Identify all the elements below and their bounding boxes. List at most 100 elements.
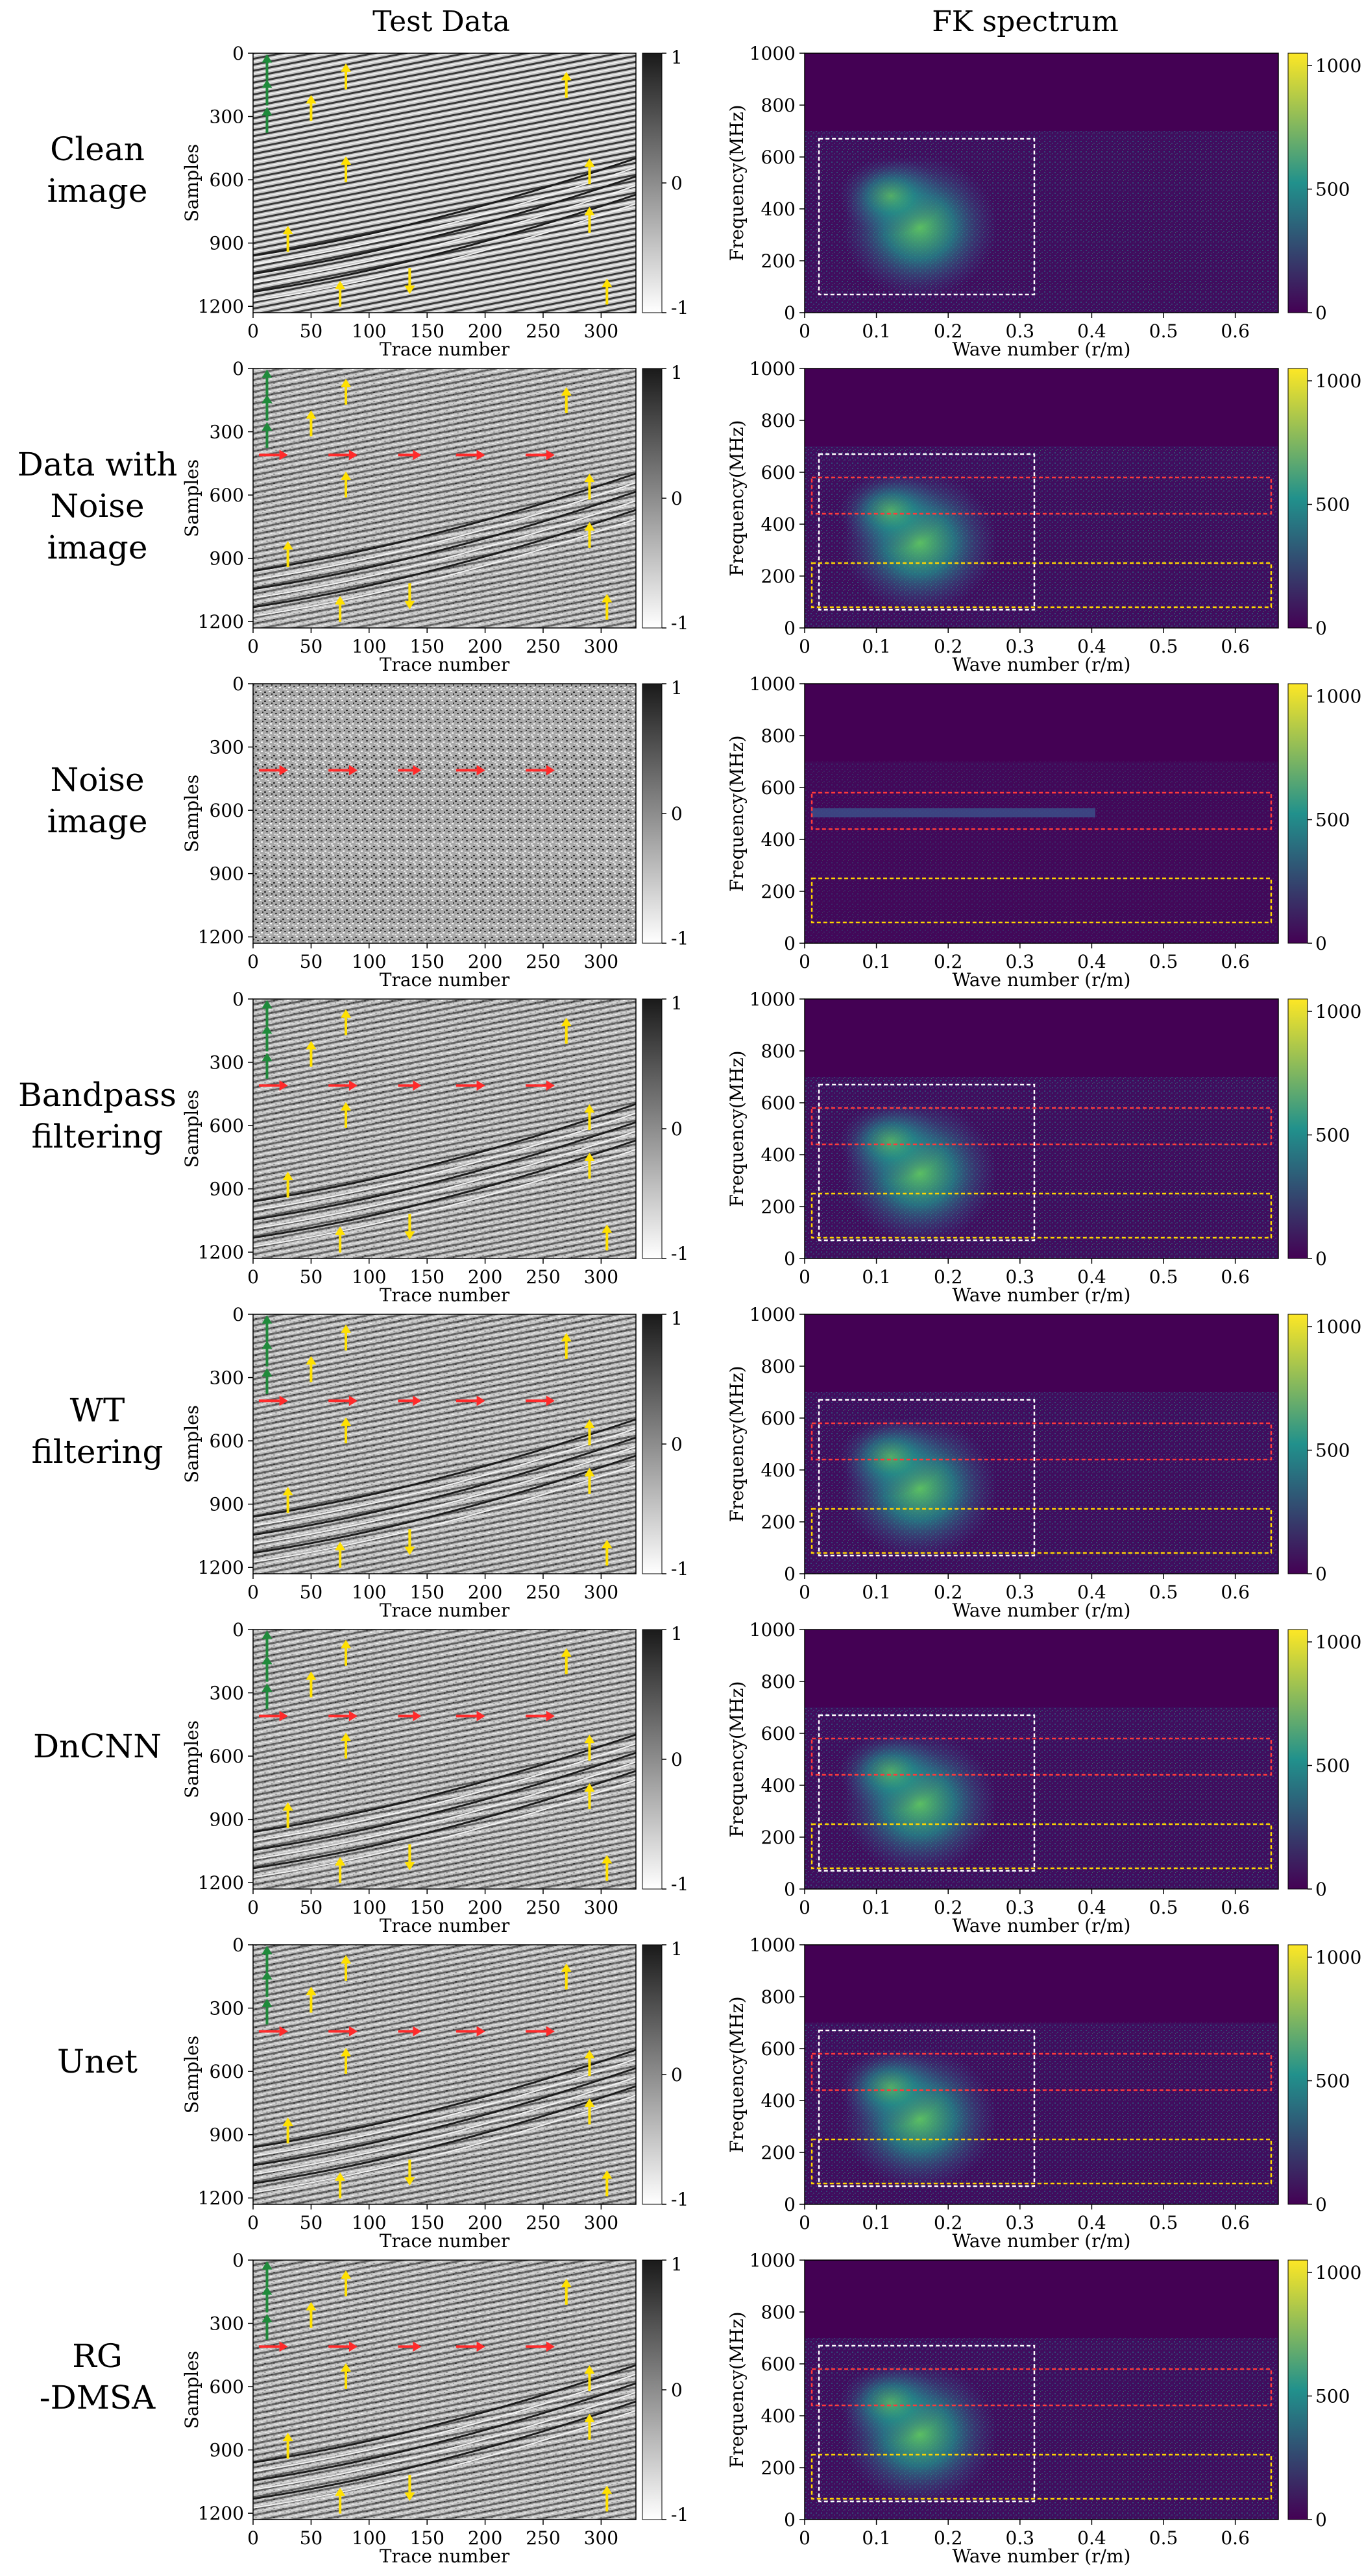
seismic-image	[253, 53, 636, 313]
x-tick-label: 0	[247, 2212, 259, 2233]
x-tick-label: 200	[468, 1897, 502, 1918]
red-arrow	[398, 450, 422, 461]
y-tick-label: 400	[761, 514, 796, 535]
x-tick-label: 0.2	[934, 2527, 963, 2549]
x-tick-label: 0.3	[1006, 1897, 1035, 1918]
fk-energy	[838, 2049, 943, 2126]
colorbar-tick-label: 1000	[1315, 686, 1361, 707]
x-tick-label: 0.2	[934, 636, 963, 657]
y-tick-label: 600	[761, 2353, 796, 2375]
green-arrow	[262, 54, 273, 80]
seismic-panel: 0 50 100 150 200 250 300 Trace number 0 300 600 900…	[181, 673, 688, 991]
colorbar-tick-label: 0	[671, 1118, 683, 1140]
x-tick-label: 0.4	[1077, 1582, 1106, 1603]
green-arrow	[262, 1683, 273, 1709]
y-tick-label: 0	[232, 358, 244, 379]
colorbar-tick-label: 1	[671, 47, 683, 68]
x-tick-label: 0.4	[1077, 1897, 1106, 1918]
red-noise-box	[810, 2368, 1273, 2407]
yellow-arrow	[341, 1101, 352, 1128]
green-arrow	[262, 1315, 273, 1342]
y-tick-label: 900	[210, 863, 244, 885]
x-tick-label: 0	[799, 951, 810, 972]
x-tick-label: 150	[409, 320, 444, 342]
x-tick-label: 0.5	[1149, 1897, 1178, 1918]
red-arrow	[328, 1080, 358, 1091]
y-tick-label: 600	[210, 1746, 244, 1767]
seismic-noise-overlay	[253, 368, 636, 628]
colorbar-tick-label: 500	[1315, 1125, 1350, 1146]
x-tick-label: 0	[799, 2212, 810, 2233]
y-tick-label: 0	[784, 1563, 796, 1585]
seismic-reflector	[252, 1779, 637, 1878]
fk-colorbar	[1287, 368, 1308, 629]
yellow-arrow	[584, 206, 595, 233]
yellow-arrow	[602, 594, 613, 620]
x-axis-label: Wave number (r/m)	[953, 2230, 1131, 2252]
y-tick-label: 0	[784, 2509, 796, 2531]
seismic-reflector	[252, 2374, 637, 2472]
header-test-data: Test Data	[372, 5, 510, 38]
fk-colorbar	[1287, 2259, 1308, 2520]
x-axis-label: Trace number	[380, 654, 510, 675]
fk-energy	[838, 157, 943, 235]
yellow-noise-box	[810, 2138, 1273, 2185]
red-arrow	[398, 1711, 422, 1722]
seismic-reflector	[252, 175, 637, 275]
y-tick-label: 300	[210, 1052, 244, 1074]
x-tick-label: 50	[300, 1266, 323, 1288]
x-axis-label: Wave number (r/m)	[953, 654, 1131, 675]
seismic-reflector	[252, 509, 637, 608]
x-axis-label: Wave number (r/m)	[953, 969, 1131, 991]
row-label: DnCNN	[32, 1727, 162, 1765]
x-axis-label: Trace number	[380, 1284, 510, 1306]
yellow-arrow	[404, 1214, 415, 1240]
y-tick-label: 600	[210, 2376, 244, 2398]
red-arrow	[456, 1711, 485, 1722]
gray-colorbar	[642, 2259, 663, 2520]
red-arrow	[328, 2026, 358, 2037]
x-tick-label: 0.1	[862, 1897, 891, 1918]
yellow-arrow	[335, 2172, 346, 2198]
seismic-reflector	[252, 2076, 637, 2175]
y-tick-label: 0	[232, 1619, 244, 1641]
y-tick-label: 300	[210, 737, 244, 758]
red-arrow	[398, 2026, 422, 2037]
x-axis-label: Trace number	[380, 969, 510, 991]
seismic-reflector	[252, 518, 637, 617]
colorbar-tick-label: 1	[671, 362, 683, 383]
fk-energy	[838, 472, 943, 550]
red-arrow	[328, 450, 358, 461]
y-tick-label: 800	[761, 1671, 796, 1692]
yellow-noise-box	[810, 562, 1273, 608]
y-tick-label: 0	[784, 302, 796, 324]
seismic-reflector	[252, 2400, 637, 2500]
white-signal-box	[818, 1714, 1036, 1872]
green-arrow	[262, 2313, 273, 2340]
y-tick-label: 600	[210, 169, 244, 191]
colorbar-tick-label: 0	[1315, 1879, 1327, 1900]
yellow-arrow	[404, 268, 415, 295]
x-tick-label: 50	[300, 2527, 323, 2549]
seismic-reflector	[252, 482, 637, 581]
yellow-arrow	[282, 541, 293, 568]
y-tick-label: 600	[761, 147, 796, 168]
seismic-reflector	[252, 2049, 637, 2149]
x-tick-label: 0.4	[1077, 320, 1106, 342]
header-fk-spectrum: FK spectrum	[932, 5, 1119, 38]
colorbar-tick-label: 500	[1315, 1440, 1350, 1462]
colorbar-tick-label: 0	[1315, 2509, 1327, 2531]
colorbar-tick-label: -1	[671, 1243, 688, 1264]
fk-colorbar	[1287, 683, 1308, 944]
red-arrow	[328, 2341, 358, 2352]
x-tick-label: 200	[468, 2212, 502, 2233]
row-label: Noise image	[47, 761, 148, 840]
x-tick-label: 150	[409, 2212, 444, 2233]
y-axis-label: Frequency(MHz)	[726, 735, 748, 891]
colorbar-tick-label: 1000	[1315, 1947, 1361, 1968]
green-arrow	[262, 369, 273, 396]
x-tick-label: 100	[352, 2527, 386, 2549]
y-tick-label: 800	[761, 410, 796, 431]
x-tick-label: 0.6	[1221, 1266, 1250, 1288]
